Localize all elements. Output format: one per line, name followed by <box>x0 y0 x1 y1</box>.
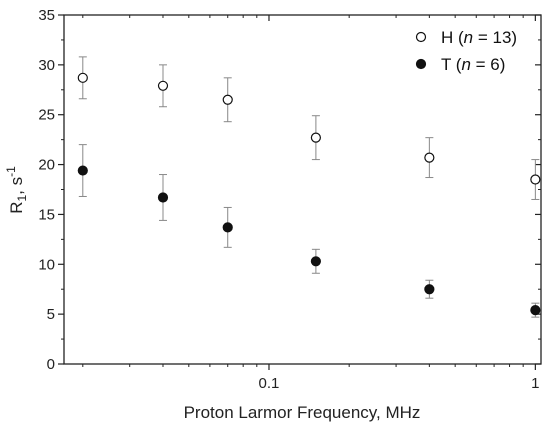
y-axis-ticks: 0 5 10 15 20 25 30 35 <box>38 7 541 373</box>
legend-t-pre: T ( <box>441 55 462 74</box>
series-0-point-1-marker <box>157 80 169 91</box>
series-0-point-3-marker <box>310 132 321 143</box>
y-axis-title-sup: -1 <box>4 166 18 177</box>
series-0-point-5-marker <box>530 174 541 185</box>
legend-h-post: = 13) <box>473 28 517 47</box>
x-tick-label-1: 1 <box>531 375 539 392</box>
series-1-point-0-marker <box>77 165 88 176</box>
y-tick-label-35: 35 <box>38 7 55 24</box>
legend-h-pre: H ( <box>441 28 464 47</box>
legend-t-italic: n <box>461 55 470 74</box>
series-0-point-4-marker <box>424 152 435 163</box>
series-0-point-2-marker <box>222 94 233 105</box>
y-tick-label-30: 30 <box>38 57 55 74</box>
y-tick-label-5: 5 <box>47 306 55 323</box>
legend-h-italic: n <box>464 28 473 47</box>
series-1-point-1-marker <box>157 192 169 203</box>
y-tick-label-15: 15 <box>38 206 55 223</box>
series-0-point-0-marker <box>77 72 88 83</box>
legend-t-post: = 6) <box>471 55 506 74</box>
y-axis-title: R1, s-1 <box>4 166 29 214</box>
legend: H (n = 13) T (n = 6) <box>415 28 517 74</box>
series-1-point-3-marker <box>310 256 321 267</box>
series-1-point-2-marker <box>222 222 233 233</box>
y-tick-label-0: 0 <box>47 356 55 373</box>
y-axis-title-mid: , s <box>7 177 26 195</box>
data-points <box>77 56 541 318</box>
y-axis-title-sub: 1 <box>15 195 29 202</box>
legend-marker-h <box>415 31 427 43</box>
x-axis-title: Proton Larmor Frequency, MHz <box>184 403 421 422</box>
series-1-point-5-marker <box>530 305 541 316</box>
legend-label-h: H (n = 13) <box>441 28 517 47</box>
legend-label-t: T (n = 6) <box>441 55 505 74</box>
y-tick-label-25: 25 <box>38 107 55 124</box>
y-tick-label-10: 10 <box>38 256 55 273</box>
x-tick-label-0.1: 0.1 <box>259 375 280 392</box>
legend-marker-t <box>415 58 427 70</box>
x-axis-ticks: 0.1 1 <box>82 15 540 392</box>
y-axis-title-base: R <box>7 202 26 214</box>
series-1-point-4-marker <box>424 284 435 295</box>
y-tick-label-20: 20 <box>38 157 55 174</box>
